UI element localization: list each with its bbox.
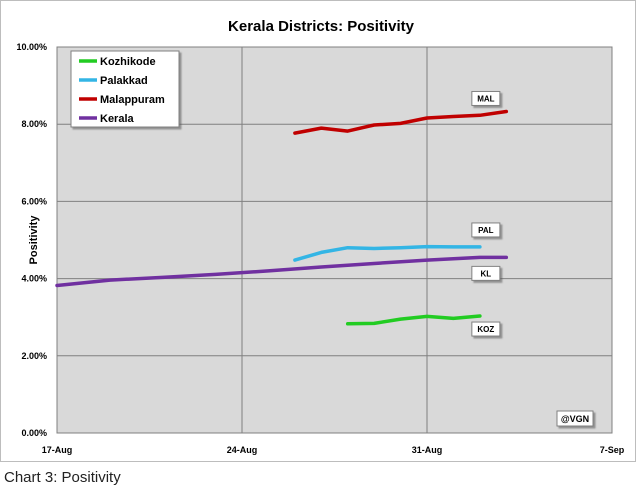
y-tick-label: 8.00% (21, 119, 47, 129)
series-lines (55, 109, 509, 326)
end-label-box (471, 90, 501, 106)
end-label-pal: PAL (478, 226, 494, 235)
watermark-box: @VGN (556, 410, 594, 427)
legend: Kozhikode Palakkad Malappuram Kerala (70, 50, 180, 128)
y-tick-label: 10.00% (16, 42, 47, 52)
y-tick-label: 6.00% (21, 196, 47, 206)
x-tick-label: 24-Aug (227, 445, 258, 455)
series-line-kerala (55, 255, 509, 288)
series-end-labels: KOZ PAL MAL KL (471, 90, 501, 337)
legend-label: Palakkad (100, 75, 148, 87)
y-axis-label: Positivity (28, 215, 40, 265)
series-line-malappuram (293, 109, 509, 135)
end-label-mal: MAL (477, 94, 494, 103)
legend-items: Kozhikode Palakkad Malappuram Kerala (79, 56, 165, 125)
end-label-kl: KL (481, 269, 492, 278)
series-line-kozhikode (345, 314, 482, 326)
x-tick-label: 7-Sep (600, 445, 625, 455)
x-tick-label: 31-Aug (412, 445, 443, 455)
y-axis-ticks: 0.00% 2.00% 4.00% 6.00% 8.00% 10.00% (16, 42, 47, 438)
x-tick-label: 17-Aug (42, 445, 73, 455)
chart-frame: Kerala Districts: Positivity 0.00% 2.00% 4… (0, 0, 636, 462)
legend-label: Kozhikode (100, 56, 156, 68)
legend-label: Malappuram (100, 94, 165, 106)
end-label-koz: KOZ (477, 325, 494, 334)
y-tick-label: 0.00% (21, 428, 47, 438)
y-tick-label: 4.00% (21, 274, 47, 284)
chart-svg: Kerala Districts: Positivity 0.00% 2.00% 4… (16, 18, 625, 455)
end-label-box (471, 321, 501, 337)
chart-title: Kerala Districts: Positivity (228, 18, 415, 35)
end-label-box (471, 222, 501, 238)
legend-box (70, 50, 180, 128)
legend-label: Kerala (100, 113, 135, 125)
chart-caption: Chart 3: Positivity (4, 469, 121, 486)
watermark-label: @VGN (561, 414, 589, 424)
y-tick-label: 2.00% (21, 351, 47, 361)
x-axis-ticks: 17-Aug 24-Aug 31-Aug 7-Sep (42, 445, 625, 455)
end-label-box (471, 265, 501, 281)
series-line-palakkad (293, 244, 482, 262)
